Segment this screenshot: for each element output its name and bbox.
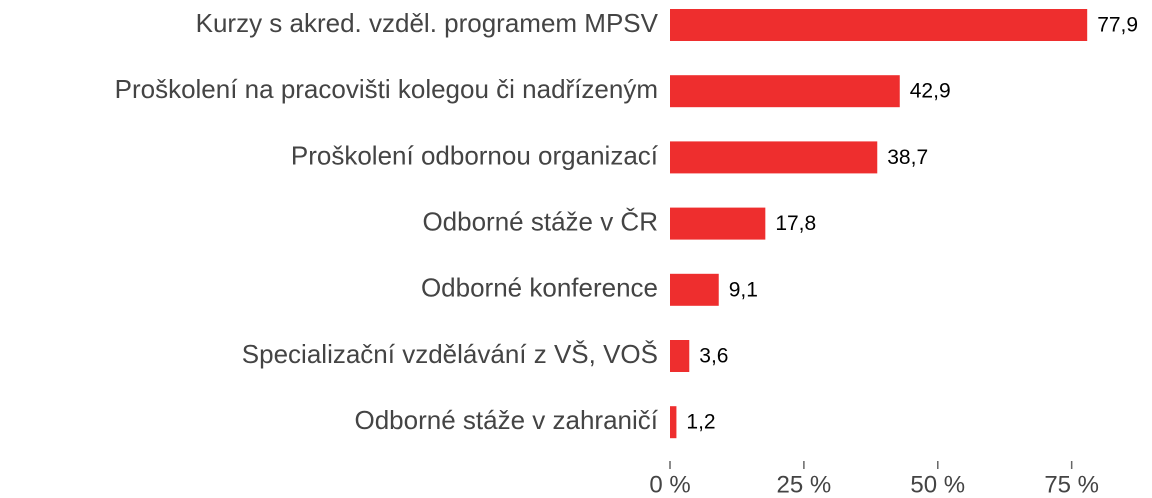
value-label: 9,1: [729, 278, 758, 301]
category-label: Specializační vzdělávání z VŠ, VOŠ: [242, 339, 658, 369]
bar: [670, 340, 690, 372]
bar: [670, 9, 1088, 41]
x-tick-label: 50 %: [910, 471, 965, 498]
category-label: Kurzy s akred. vzděl. programem MPSV: [196, 8, 659, 38]
x-tick-label: 0 %: [649, 471, 690, 498]
bar: [670, 75, 900, 108]
value-label: 38,7: [887, 146, 928, 169]
bar: [670, 207, 766, 240]
category-label: Proškolení na pracovišti kolegou či nadř…: [115, 74, 658, 104]
category-label: Odborné stáže v ČR: [422, 206, 658, 236]
bar: [670, 273, 719, 306]
category-label: Odborné stáže v zahraničí: [355, 405, 659, 435]
value-label: 77,9: [1097, 14, 1138, 37]
value-label: 1,2: [686, 411, 715, 434]
x-tick-label: 25 %: [777, 471, 832, 498]
value-label: 42,9: [910, 80, 951, 103]
bar: [670, 406, 677, 439]
value-label: 3,6: [699, 345, 728, 368]
category-label: Odborné konference: [421, 273, 658, 303]
x-tick-label: 75 %: [1044, 471, 1099, 498]
value-label: 17,8: [775, 212, 816, 235]
category-label: Proškolení odbornou organizací: [291, 140, 659, 170]
bar: [670, 141, 878, 174]
